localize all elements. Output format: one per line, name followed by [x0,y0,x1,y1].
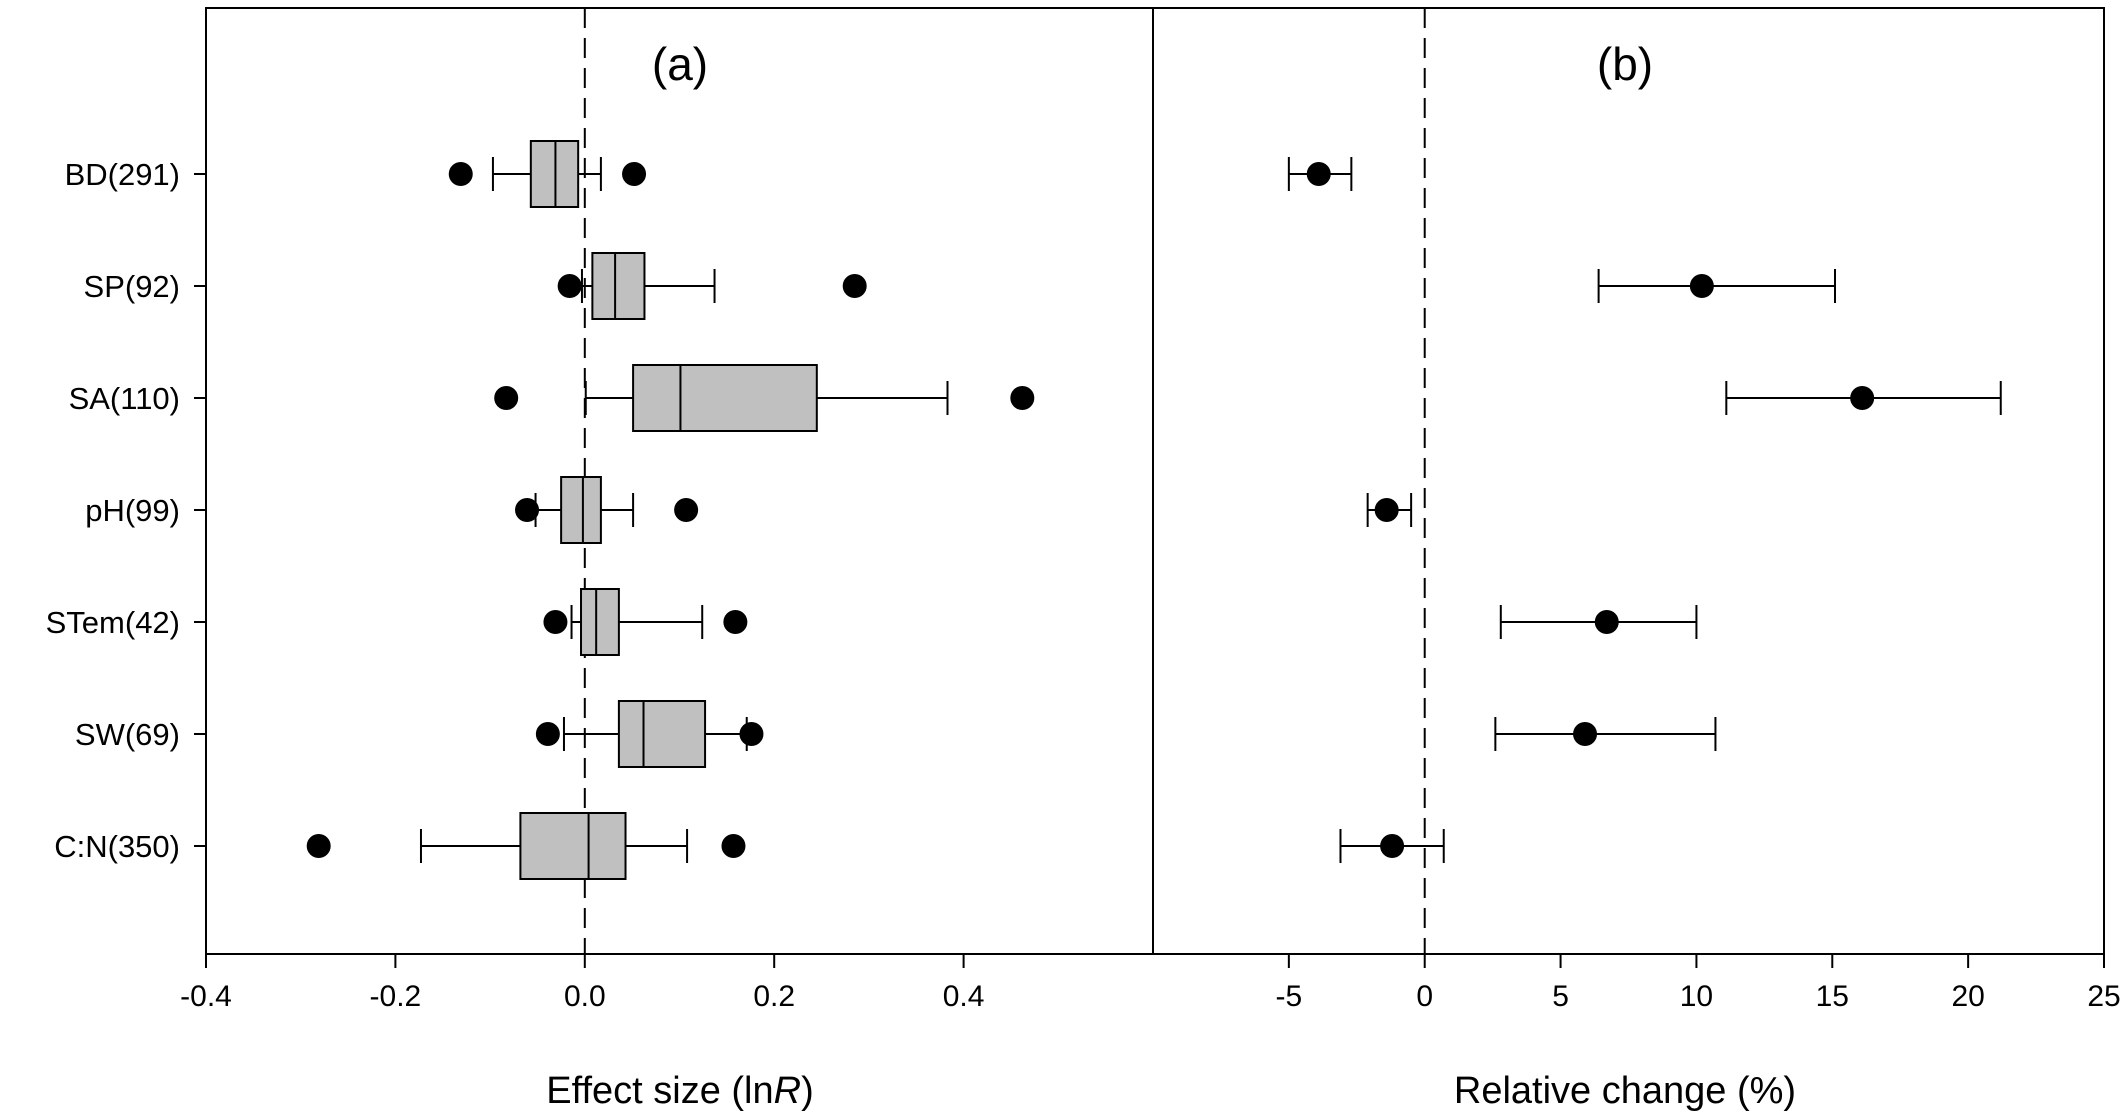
mean-point [1850,386,1875,410]
relative-change-estimate [1494,717,1717,751]
x-tick-label: 0.4 [943,980,985,1013]
mean-point [1306,162,1331,186]
mean-point [1689,274,1714,298]
boxplot [494,364,1035,432]
relative-change-estimate [1597,269,1837,303]
boxplot [448,140,647,208]
category-label: C:N(350) [54,829,180,864]
relative-change-estimate [1287,157,1353,191]
boxplot-box [632,364,818,432]
category-label: STem(42) [46,605,180,640]
boxplot-outlier-point [543,610,568,634]
panel-a-boxplots [306,140,1035,880]
boxplot-outlier-point [723,610,748,634]
boxplot-outlier-point [494,386,519,410]
boxplot [543,588,748,656]
boxplot [557,252,867,320]
panel-a-x-axis-title: Effect size (lnR) [546,1070,814,1112]
x-tick-label: -0.2 [370,980,422,1013]
mean-point [1594,610,1619,634]
boxplot [535,700,764,768]
relative-change-estimate [1339,829,1445,863]
category-label: SA(110) [69,381,180,416]
panel-b-x-axis: -5 0 5 10 15 20 25 [1276,954,2121,1013]
panel-b-means [1287,157,2002,863]
x-tick-label: 10 [1680,980,1713,1013]
boxplot-box [519,812,627,880]
panel-a-x-axis: -0.4 -0.2 0.0 0.2 0.4 [180,954,984,1013]
relative-change-estimate [1366,493,1413,527]
category-label: BD(291) [65,157,180,192]
boxplot-outlier-point [448,162,473,186]
x-tick-label: -5 [1276,980,1303,1013]
boxplot-outlier-point [515,498,540,522]
boxplot-outlier-point [721,834,746,858]
boxplot-box [560,476,602,544]
boxplot-outlier-point [535,722,560,746]
mean-point [1374,498,1399,522]
boxplot [306,812,746,880]
boxplot-outlier-point [622,162,647,186]
x-tick-label: 0.2 [753,980,795,1013]
panel-b-label: (b) [1597,38,1653,90]
category-label: pH(99) [85,493,180,528]
panel-b-x-axis-title: Relative change (%) [1454,1070,1796,1112]
boxplot-outlier-point [1010,386,1035,410]
boxplot-outlier-point [739,722,764,746]
x-tick-label: 0.0 [564,980,606,1013]
x-tick-label: 5 [1552,980,1569,1013]
boxplot-outlier-point [306,834,331,858]
boxplot-box [617,700,707,768]
x-tick-label: -0.4 [180,980,232,1013]
boxplot-outlier-point [674,498,699,522]
mean-point [1573,722,1598,746]
panel-a-label: (a) [652,38,708,90]
category-label: SP(92) [84,269,180,304]
panel-b-frame [1152,7,2105,955]
boxplot-box [580,588,620,656]
relative-change-estimate [1499,605,1698,639]
x-tick-label: 20 [1951,980,1984,1013]
boxplot-outlier-point [842,274,867,298]
mean-point [1380,834,1405,858]
category-label: SW(69) [75,717,180,752]
boxplot [515,476,699,544]
panel-a-frame [205,7,1154,955]
x-tick-label: 15 [1816,980,1849,1013]
category-labels: BD(291) SP(92) SA(110) pH(99) STem(42) SW(69)… [46,157,206,864]
x-tick-label: 0 [1416,980,1433,1013]
x-tick-label: 25 [2087,980,2120,1013]
relative-change-estimate [1725,381,2002,415]
boxplot-box [591,252,646,320]
boxplot-outlier-point [557,274,582,298]
